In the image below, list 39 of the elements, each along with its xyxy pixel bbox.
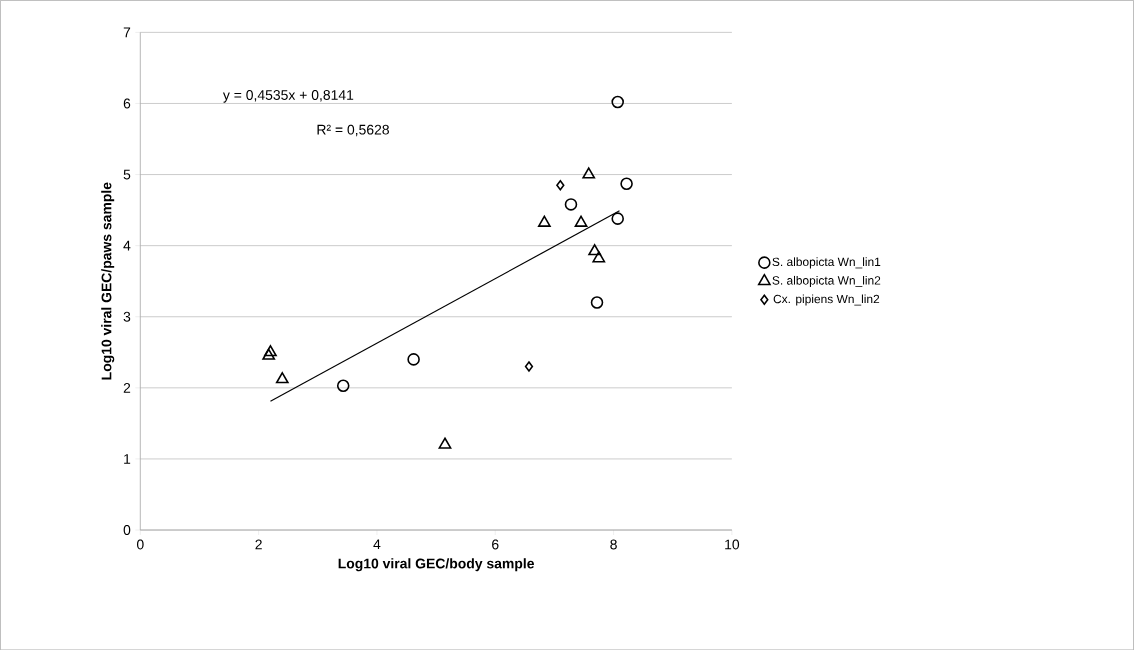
legend-label: S. albopicta Wn_lin2 [772,275,881,287]
point [592,251,606,263]
x-tick-label: 0 [136,539,144,550]
y-tick-label: 6 [123,98,131,109]
point [556,179,565,191]
y-tick-label: 2 [123,382,131,393]
x-tick-label: 6 [492,539,499,550]
legend-label: Cx. pipiens Wn_lin2 [773,294,880,306]
point [582,167,596,179]
point [524,361,534,372]
y-tick-label: 1 [124,453,131,464]
point [262,348,276,360]
y-axis-title: Log10 viral GEC/paws sample [101,182,115,380]
y-tick-label: 3 [123,311,131,322]
point [574,215,588,227]
point [611,212,624,225]
y-tick-label: 4 [123,240,131,251]
point [590,296,604,309]
point [336,379,350,392]
annotation: y = 0,4535x + 0,8141 [222,89,354,103]
y-tick-label: 7 [123,27,131,38]
point [564,197,578,211]
point [407,352,420,366]
y-tick-label: 5 [123,169,131,180]
point [588,243,602,256]
legend-label: S. albopicta Wn_lin1 [772,257,881,269]
x-axis-title: Log10 viral GEC/body sample [338,558,534,572]
point [264,344,277,357]
point [620,177,633,190]
x-tick-label: 4 [373,539,381,549]
point [275,371,289,384]
point [438,437,452,449]
point [611,95,624,109]
x-tick-label: 10 [725,539,740,550]
y-tick-label: 0 [123,524,131,535]
annotation: R² = 0,5628 [317,124,389,137]
x-tick-label: 2 [255,539,262,550]
x-tick-label: 8 [610,539,617,550]
point [537,215,551,227]
